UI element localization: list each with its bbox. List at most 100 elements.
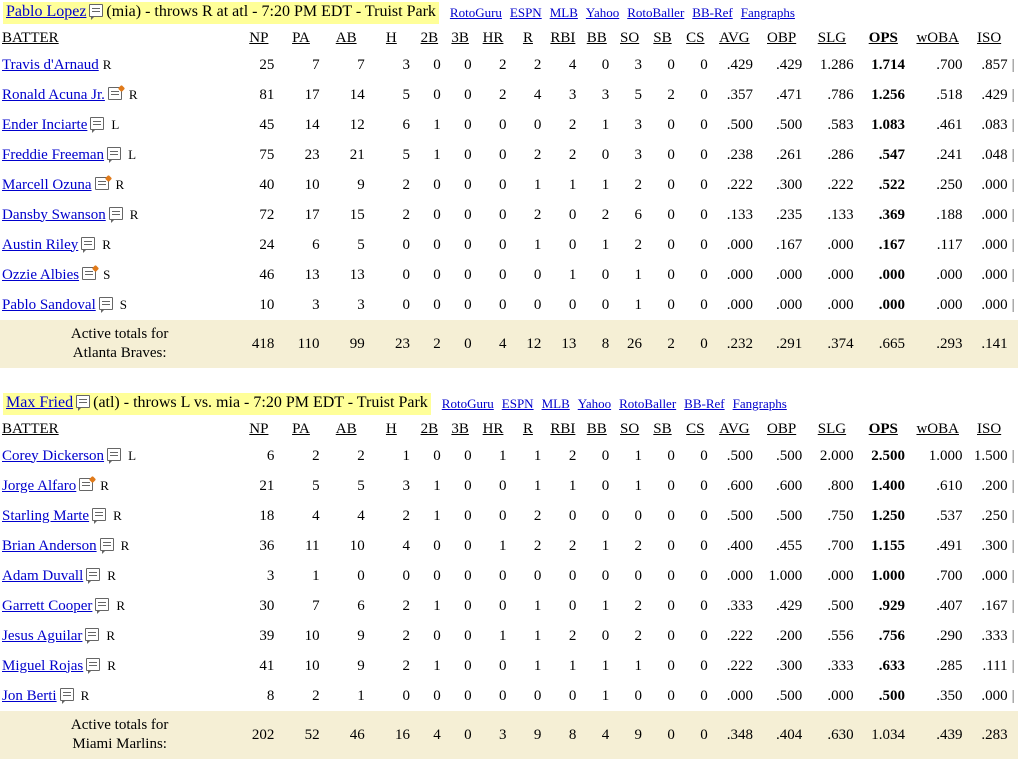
- col-header-ops[interactable]: OPS: [868, 29, 898, 46]
- col-header-ab[interactable]: AB: [335, 420, 357, 437]
- col-header-avg[interactable]: AVG: [719, 420, 750, 437]
- note-edit-icon[interactable]: [82, 266, 97, 280]
- link-yahoo[interactable]: Yahoo: [585, 5, 620, 20]
- link-mlb[interactable]: MLB: [549, 5, 578, 20]
- note-icon[interactable]: [90, 116, 105, 133]
- col-header-np[interactable]: NP: [249, 29, 269, 46]
- col-header-slg[interactable]: SLG: [817, 29, 847, 46]
- col-header-rbi[interactable]: RBI: [550, 420, 576, 437]
- col-header-iso[interactable]: ISO: [976, 29, 1002, 46]
- col-header-so[interactable]: SO: [620, 420, 640, 437]
- note-icon[interactable]: [95, 597, 110, 614]
- col-header-ab[interactable]: AB: [335, 29, 357, 46]
- link-fangraphs[interactable]: Fangraphs: [740, 5, 795, 20]
- note-icon[interactable]: [76, 395, 91, 411]
- col-header-ops[interactable]: OPS: [868, 420, 898, 437]
- col-header-cs[interactable]: CS: [686, 29, 705, 46]
- col-header-cs[interactable]: CS: [686, 420, 705, 437]
- link-rotoballer[interactable]: RotoBaller: [619, 396, 677, 411]
- link-espn[interactable]: ESPN: [509, 5, 542, 20]
- link-rotoguru[interactable]: RotoGuru: [449, 5, 502, 20]
- batter-link[interactable]: Garrett Cooper: [2, 597, 93, 614]
- col-header-r[interactable]: R: [522, 29, 533, 46]
- col-header-pa[interactable]: PA: [292, 29, 310, 46]
- note-icon[interactable]: [99, 537, 114, 554]
- stat-bb: 1: [601, 236, 610, 253]
- batter-link[interactable]: Brian Anderson: [2, 537, 97, 554]
- batter-link[interactable]: Austin Riley: [2, 236, 79, 253]
- col-header-np[interactable]: NP: [249, 420, 269, 437]
- col-header-pa[interactable]: PA: [292, 420, 310, 437]
- col-header-obp[interactable]: OBP: [767, 29, 797, 46]
- col-header-hr[interactable]: HR: [482, 420, 504, 437]
- pitcher-link[interactable]: Max Fried: [6, 394, 74, 411]
- note-icon[interactable]: [81, 236, 96, 253]
- batter-link[interactable]: Corey Dickerson: [2, 447, 105, 464]
- col-header-batter[interactable]: BATTER: [2, 420, 59, 437]
- note-edit-icon[interactable]: [94, 176, 109, 190]
- col-header-bb[interactable]: BB: [586, 420, 607, 437]
- stat-cs: 0: [700, 266, 708, 283]
- col-header-sb[interactable]: SB: [653, 29, 672, 46]
- note-icon[interactable]: [92, 507, 107, 524]
- stat-pa: 2: [312, 447, 320, 464]
- note-icon[interactable]: [85, 627, 100, 644]
- row-edge: |: [1011, 537, 1015, 554]
- link-fangraphs[interactable]: Fangraphs: [732, 396, 787, 411]
- stat-sb: 0: [667, 447, 675, 464]
- col-header-woba[interactable]: wOBA: [916, 29, 959, 46]
- col-header-hr[interactable]: HR: [482, 29, 504, 46]
- col-header-avg[interactable]: AVG: [719, 29, 750, 46]
- batter-link[interactable]: Miguel Rojas: [2, 657, 84, 674]
- col-header-iso[interactable]: ISO: [976, 420, 1002, 437]
- batter-link[interactable]: Jon Berti: [2, 687, 57, 704]
- link-mlb[interactable]: MLB: [541, 396, 570, 411]
- col-header-rbi[interactable]: RBI: [550, 29, 576, 46]
- note-icon[interactable]: [59, 687, 74, 704]
- table-row: Brian Anderson R 36 11 10 4 0 0 1 2 2 1 2 0 0 .400 .455.…: [0, 531, 1018, 561]
- col-header-sb[interactable]: SB: [653, 420, 672, 437]
- link-bbref[interactable]: BB-Ref: [684, 396, 725, 411]
- link-espn[interactable]: ESPN: [501, 396, 534, 411]
- col-header-obp[interactable]: OBP: [767, 420, 797, 437]
- col-header-h[interactable]: H: [385, 420, 397, 437]
- batter-link[interactable]: Jesus Aguilar: [2, 627, 83, 644]
- link-yahoo[interactable]: Yahoo: [577, 396, 612, 411]
- batter-link[interactable]: Freddie Freeman: [2, 146, 105, 163]
- note-icon[interactable]: [107, 146, 122, 163]
- col-header-h[interactable]: H: [385, 29, 397, 46]
- note-edit-icon[interactable]: [79, 477, 94, 491]
- batter-link[interactable]: Ozzie Albies: [2, 266, 80, 283]
- col-header-2b[interactable]: 2B: [420, 420, 439, 437]
- batter-link[interactable]: Pablo Sandoval: [2, 296, 96, 313]
- batter-link[interactable]: Travis d'Arnaud: [2, 56, 99, 73]
- note-icon[interactable]: [107, 447, 122, 464]
- batter-link[interactable]: Jorge Alfaro: [2, 477, 77, 494]
- batter-link[interactable]: Dansby Swanson: [2, 206, 106, 223]
- link-rotoballer[interactable]: RotoBaller: [627, 5, 685, 20]
- col-header-slg[interactable]: SLG: [817, 420, 847, 437]
- col-header-3b[interactable]: 3B: [451, 29, 469, 46]
- col-header-bb[interactable]: BB: [586, 29, 607, 46]
- batter-link[interactable]: Ronald Acuna Jr.: [2, 86, 105, 103]
- col-header-so[interactable]: SO: [620, 29, 640, 46]
- note-icon[interactable]: [86, 657, 101, 674]
- col-header-3b[interactable]: 3B: [451, 420, 469, 437]
- col-header-batter[interactable]: BATTER: [2, 29, 59, 46]
- note-icon[interactable]: [89, 4, 104, 20]
- batter-link[interactable]: Marcell Ozuna: [2, 176, 92, 193]
- col-header-r[interactable]: R: [522, 420, 533, 437]
- pitcher-link[interactable]: Pablo Lopez: [6, 3, 87, 20]
- note-icon[interactable]: [108, 206, 123, 223]
- note-icon[interactable]: [98, 296, 113, 313]
- link-bbref[interactable]: BB-Ref: [692, 5, 733, 20]
- col-header-woba[interactable]: wOBA: [916, 420, 959, 437]
- batter-link[interactable]: Adam Duvall: [2, 567, 84, 584]
- stat-hr: 0: [498, 687, 507, 704]
- col-header-2b[interactable]: 2B: [420, 29, 439, 46]
- note-edit-icon[interactable]: [107, 86, 122, 100]
- note-icon[interactable]: [86, 567, 101, 584]
- link-rotoguru[interactable]: RotoGuru: [441, 396, 494, 411]
- batter-link[interactable]: Starling Marte: [2, 507, 90, 524]
- batter-link[interactable]: Ender Inciarte: [2, 116, 88, 133]
